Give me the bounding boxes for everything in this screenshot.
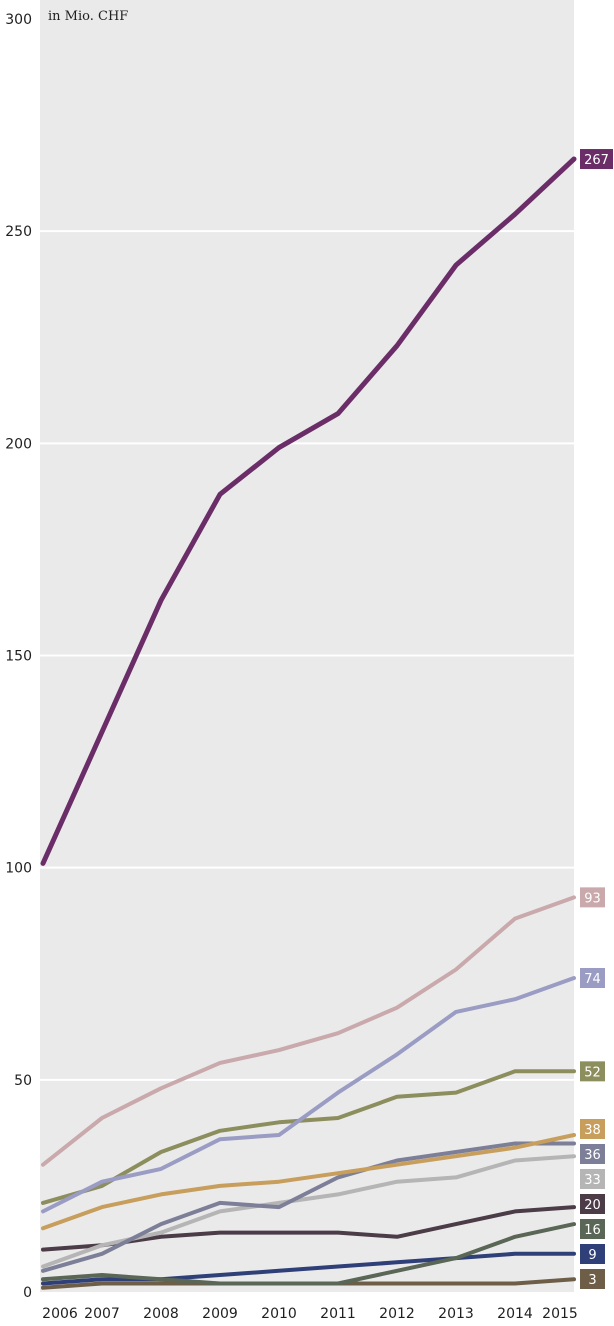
unit-label: in Mio. CHF [48, 9, 128, 24]
end-label-badge [580, 1219, 605, 1239]
end-label-text: 38 [584, 1123, 601, 1138]
end-label-text: 3 [588, 1273, 596, 1288]
end-label-badge [580, 887, 605, 908]
x-tick-label: 2015 [542, 1306, 578, 1322]
end-label-badge [580, 1269, 605, 1289]
end-label-badge [580, 1144, 605, 1164]
x-tick-label: 2013 [438, 1306, 474, 1322]
series-line-74 [41, 976, 576, 1214]
y-tick-label: 300 [5, 12, 32, 28]
end-label-text: 52 [584, 1065, 601, 1080]
series-line-38 [41, 1133, 576, 1231]
end-label-badge [580, 1194, 605, 1214]
end-label-badge [580, 1119, 605, 1139]
x-tick-label: 2007 [84, 1306, 120, 1322]
series-group [40, 156, 577, 1290]
series-line-52 [41, 1069, 576, 1205]
series-line-267 [40, 156, 577, 866]
series-line-93 [41, 895, 576, 1167]
y-tick-label: 150 [5, 649, 32, 665]
end-label-badge [580, 1169, 605, 1189]
end-label-text: 33 [584, 1173, 601, 1188]
x-tick-label: 2006 [42, 1306, 78, 1322]
x-tick-label: 2008 [143, 1306, 179, 1322]
x-axis: 2006 2007 2008 2009 2010 2011 2012 2013 2014 2015 [42, 1306, 578, 1322]
y-tick-label: 200 [5, 436, 32, 452]
y-tick-label: 250 [5, 224, 32, 240]
series-line-36 [41, 1141, 576, 1273]
end-label-badge [580, 1244, 605, 1264]
y-tick-label: 100 [5, 861, 32, 877]
y-axis: 0 50 100 150 200 250 300 [5, 12, 32, 1301]
series-line-9 [41, 1251, 576, 1286]
series-line-16 [41, 1222, 576, 1286]
end-label-text: 74 [584, 972, 601, 987]
y-tick-label: 50 [14, 1073, 32, 1089]
y-tick-label: 0 [23, 1285, 32, 1301]
end-label-badge [580, 967, 605, 988]
end-label-text: 36 [584, 1148, 601, 1163]
gridlines [40, 230, 574, 1081]
end-label-text: 9 [588, 1248, 596, 1263]
end-label-text: 93 [584, 891, 601, 906]
x-tick-label: 2011 [320, 1306, 356, 1322]
end-label-text: 267 [584, 153, 609, 168]
x-tick-label: 2009 [202, 1306, 238, 1322]
x-tick-label: 2014 [497, 1306, 533, 1322]
end-label-text: 20 [584, 1198, 601, 1213]
x-tick-label: 2012 [379, 1306, 415, 1322]
plot-background [40, 0, 574, 1292]
end-label-badge [580, 1061, 605, 1082]
end-label-text: 16 [584, 1223, 601, 1238]
x-tick-label: 2010 [261, 1306, 297, 1322]
end-label-badge [580, 149, 613, 170]
